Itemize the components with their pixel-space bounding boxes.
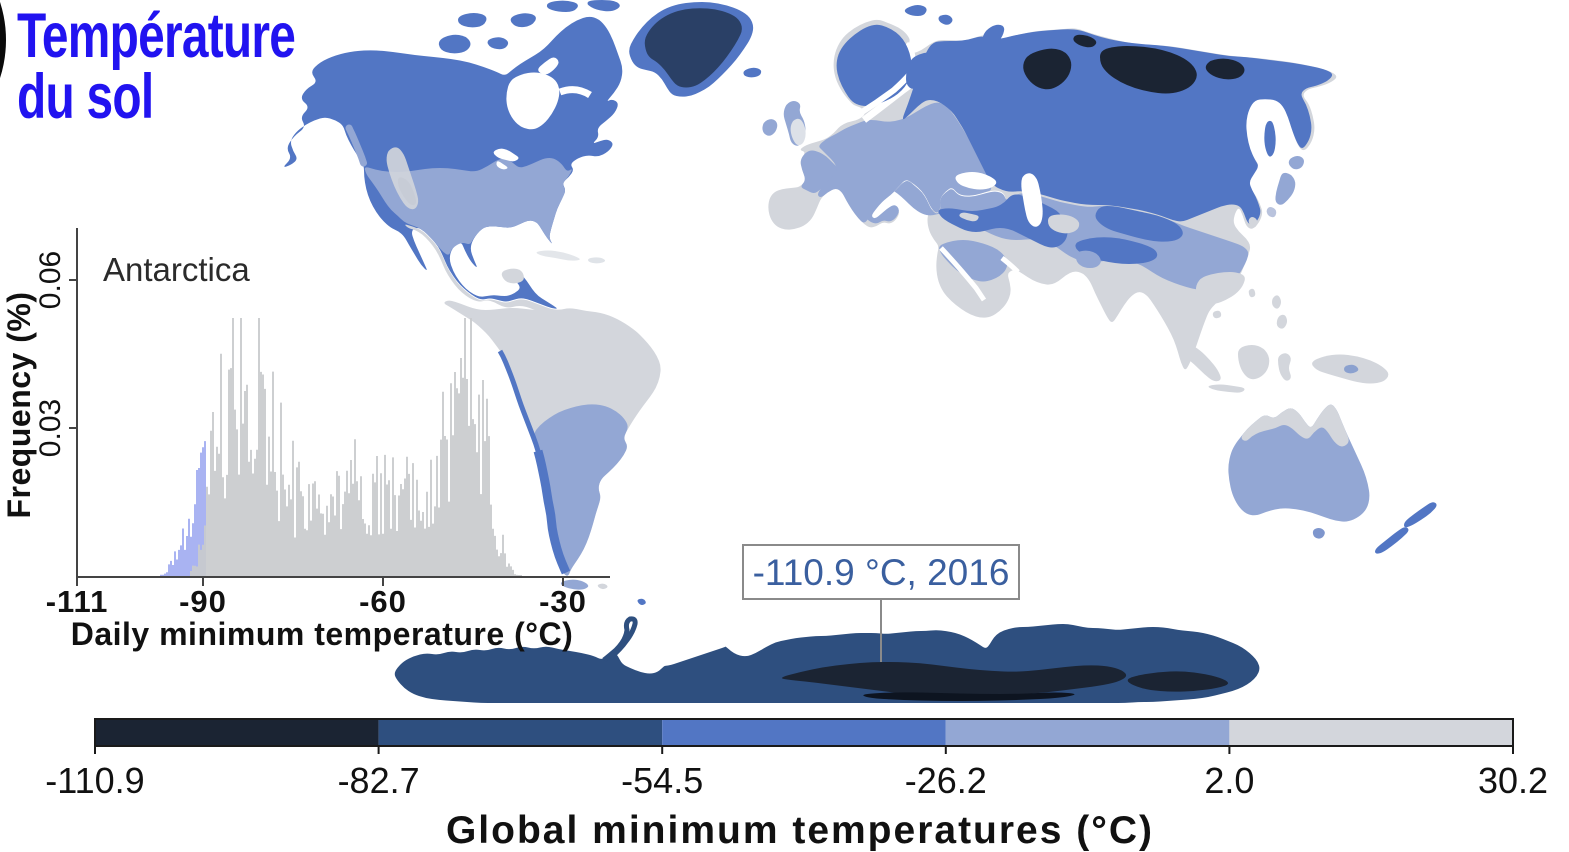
svg-text:30.2: 30.2 <box>1478 760 1548 801</box>
svg-text:-111: -111 <box>46 584 109 619</box>
svg-text:Global minimum temperatures (°: Global minimum temperatures (°C) <box>446 809 1154 852</box>
svg-text:-90: -90 <box>179 584 227 619</box>
svg-text:Daily minimum temperature (°C): Daily minimum temperature (°C) <box>71 616 574 652</box>
svg-text:0.03: 0.03 <box>34 399 67 457</box>
svg-text:Frequency (%): Frequency (%) <box>1 292 37 519</box>
svg-text:2.0: 2.0 <box>1204 760 1254 801</box>
svg-text:-30: -30 <box>539 584 587 619</box>
svg-text:-110.9: -110.9 <box>45 760 144 801</box>
svg-text:-60: -60 <box>359 584 407 619</box>
svg-text:-110.9 °C, 2016: -110.9 °C, 2016 <box>753 552 1010 593</box>
svg-text:0.06: 0.06 <box>34 251 67 309</box>
svg-text:Antarctica: Antarctica <box>103 251 250 288</box>
svg-text:-82.7: -82.7 <box>338 760 420 801</box>
svg-text:-54.5: -54.5 <box>621 760 703 801</box>
svg-text:-26.2: -26.2 <box>905 760 987 801</box>
